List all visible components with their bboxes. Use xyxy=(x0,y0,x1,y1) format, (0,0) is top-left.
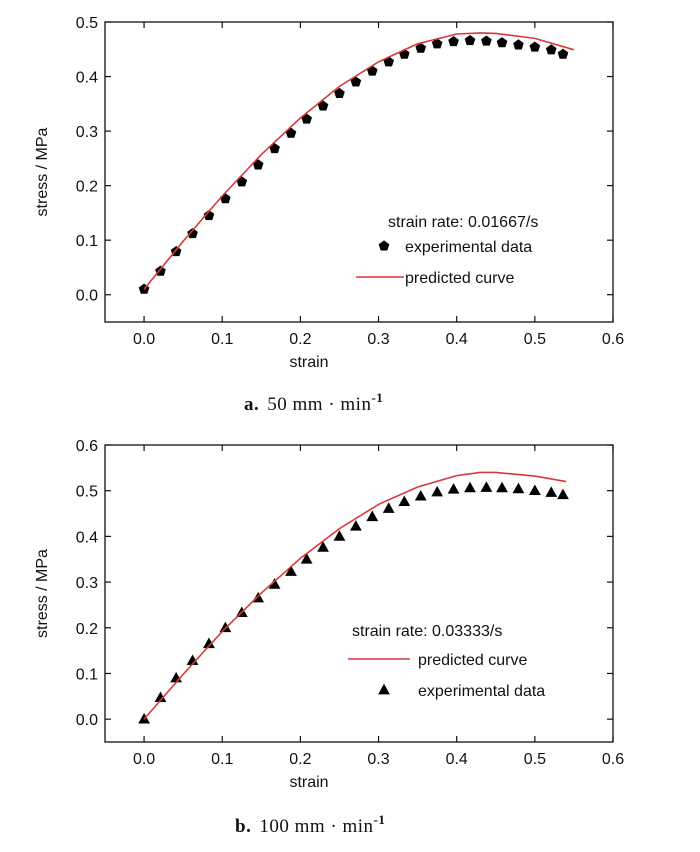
x-tick-label: 0.3 xyxy=(367,751,389,768)
data-point-triangle xyxy=(268,578,281,589)
caption-letter: b. xyxy=(235,816,251,837)
y-tick-label: 0.4 xyxy=(76,529,98,546)
y-tick-label: 0.6 xyxy=(76,438,98,455)
x-tick-label: 0.2 xyxy=(289,751,311,768)
data-point-pentagon xyxy=(557,48,569,59)
y-tick-label: 0.1 xyxy=(76,666,98,683)
data-point-triangle xyxy=(285,565,297,576)
figure-caption: a. 50 mm · min-1 xyxy=(244,390,383,415)
x-axis-label: strain xyxy=(289,354,328,371)
x-axis-label: strain xyxy=(289,774,328,791)
y-tick-label: 0.5 xyxy=(76,484,98,501)
data-point-pentagon xyxy=(317,100,329,111)
data-point-triangle xyxy=(317,541,329,552)
data-point-pentagon xyxy=(431,38,443,49)
plot-frame xyxy=(104,444,614,743)
legend-label: experimental data xyxy=(405,239,532,256)
caption-superscript: -1 xyxy=(374,812,386,827)
chart-b: 0.0 0.1 0.2 0.3 0.4 0.5 0.6 0.0 0.1 0.2 0.3 0.4 0.5 0… xyxy=(34,438,624,837)
x-tick-label: 0.0 xyxy=(133,331,155,348)
x-tick-label: 0.5 xyxy=(524,751,546,768)
data-point-pentagon xyxy=(481,35,492,46)
data-point-triangle xyxy=(496,481,508,493)
x-tick-label: 0.5 xyxy=(524,331,546,348)
data-point-triangle xyxy=(398,495,411,506)
data-point-triangle xyxy=(512,482,525,494)
data-point-triangle xyxy=(480,481,493,492)
y-tick-label: 0.3 xyxy=(76,575,98,592)
data-point-triangle xyxy=(219,621,232,633)
data-point-triangle xyxy=(431,485,444,497)
y-tick-label: 0.4 xyxy=(76,70,98,87)
strain-rate-annotation: strain rate: 0.01667/s xyxy=(388,214,538,231)
data-point-pentagon xyxy=(529,41,541,52)
data-point-triangle xyxy=(366,510,379,522)
data-point-pentagon xyxy=(513,39,524,50)
data-point-triangle xyxy=(447,483,460,494)
x-tick-label: 0.1 xyxy=(211,751,233,768)
data-point-pentagon xyxy=(187,228,198,239)
caption-text: 50 mm · min xyxy=(267,394,371,415)
data-point-triangle xyxy=(382,502,395,513)
y-tick-label: 0.2 xyxy=(76,621,98,638)
strain-rate-annotation: strain rate: 0.03333/s xyxy=(352,623,502,640)
data-point-triangle xyxy=(154,691,167,703)
figure-caption: b. 100 mm · min-1 xyxy=(235,812,385,837)
y-tick-label: 0.5 xyxy=(76,15,98,32)
data-point-triangle xyxy=(528,484,541,496)
data-point-triangle xyxy=(300,553,313,564)
x-tick-label: 0.1 xyxy=(211,331,233,348)
data-point-pentagon xyxy=(448,36,459,47)
data-point-pentagon xyxy=(366,65,378,76)
data-point-pentagon xyxy=(334,87,345,98)
y-axis-label: stress / MPa xyxy=(34,549,51,638)
data-point-triangle xyxy=(349,520,362,531)
data-point-triangle xyxy=(414,489,427,501)
caption-superscript: -1 xyxy=(371,390,383,405)
y-tick-label: 0.1 xyxy=(76,233,98,250)
predicted-curve-line xyxy=(143,32,575,290)
data-point-triangle xyxy=(203,637,215,649)
y-tick-label: 0.2 xyxy=(76,179,98,196)
data-point-triangle xyxy=(545,486,558,497)
data-point-triangle xyxy=(333,530,346,541)
data-point-pentagon xyxy=(236,176,248,187)
caption-letter: a. xyxy=(244,394,259,415)
data-point-pentagon xyxy=(350,76,362,87)
data-point-pentagon xyxy=(203,210,215,221)
legend-label: predicted curve xyxy=(405,270,514,287)
x-tick-label: 0.6 xyxy=(602,331,624,348)
y-tick-label: 0.0 xyxy=(76,712,98,729)
x-tick-label: 0.0 xyxy=(133,751,155,768)
data-point-pentagon xyxy=(464,34,476,46)
x-tick-label: 0.3 xyxy=(367,331,389,348)
plot-frame xyxy=(104,21,614,323)
predicted-curve-line xyxy=(143,471,567,720)
data-point-pentagon xyxy=(545,44,557,55)
data-point-triangle xyxy=(464,481,476,493)
chart-a: 0.0 0.1 0.2 0.3 0.4 0.5 0.6 0.0 0.1 0.2 0.3 0.4 0.5 s… xyxy=(34,15,624,415)
data-point-triangle xyxy=(186,654,199,666)
data-point-pentagon xyxy=(220,193,231,204)
x-tick-label: 0.4 xyxy=(446,331,468,348)
caption-text: 100 mm · min xyxy=(259,816,373,837)
x-tick-label: 0.6 xyxy=(602,751,624,768)
legend-pentagon-swatch xyxy=(378,240,390,251)
x-tick-label: 0.2 xyxy=(289,331,311,348)
data-point-triangle xyxy=(557,488,569,500)
data-point-pentagon xyxy=(269,142,280,154)
legend-label: experimental data xyxy=(418,683,545,700)
y-axis-label: stress / MPa xyxy=(34,127,51,216)
y-tick-label: 0.0 xyxy=(76,288,98,305)
data-point-pentagon xyxy=(496,37,508,48)
legend-label: predicted curve xyxy=(418,652,527,669)
y-tick-label: 0.3 xyxy=(76,124,98,141)
x-tick-label: 0.4 xyxy=(446,751,468,768)
legend-triangle-swatch xyxy=(378,683,390,695)
data-point-pentagon xyxy=(415,42,427,53)
